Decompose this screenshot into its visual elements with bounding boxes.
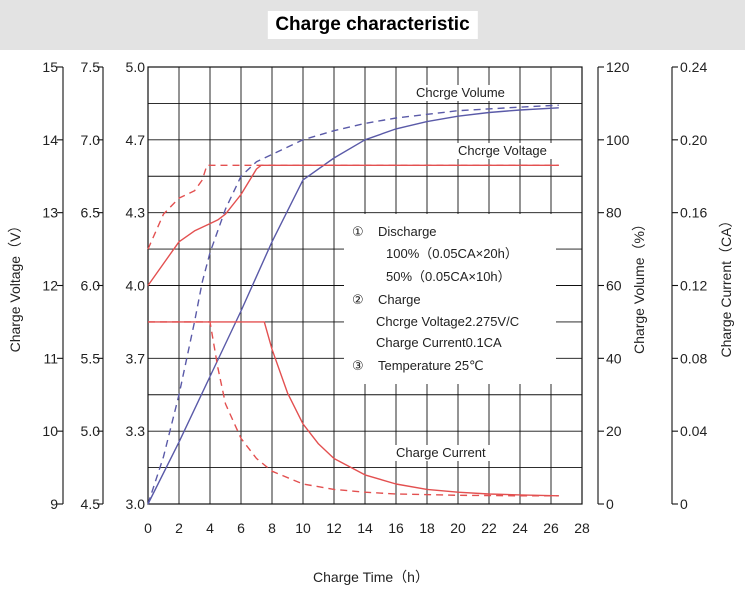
y-axis-2-tick-label: 6.0 xyxy=(81,278,101,294)
y-axis-5-tick-label: 0.20 xyxy=(680,132,707,148)
y-axis-2-tick-label: 4.5 xyxy=(81,496,101,512)
y-axis-2-tick-label: 7.0 xyxy=(81,132,101,148)
x-tick-label: 0 xyxy=(144,520,152,536)
curve-label-bg xyxy=(414,85,518,101)
series-6-line xyxy=(148,321,559,497)
y-axis-4-tick-label: 20 xyxy=(606,423,622,439)
y-axis-5-tick-label: 0.04 xyxy=(680,423,707,439)
series-5-line xyxy=(148,321,559,497)
curve-label: Charge Current xyxy=(396,445,486,460)
y-axis-1-tick-label: 15 xyxy=(42,59,58,75)
y-axis-4-tick-label: 80 xyxy=(606,205,622,221)
x-tick-label: 4 xyxy=(206,520,214,536)
y-axis-1-tick-label: 14 xyxy=(42,132,58,148)
x-tick-label: 18 xyxy=(419,520,435,536)
y-axis-3-tick-label: 5.0 xyxy=(126,59,146,75)
legend-line: Chcrge Voltage2.275V/C xyxy=(376,314,519,329)
curve-label-bg xyxy=(394,445,500,461)
legend-mark: ③ xyxy=(352,358,364,373)
y-axis-3-tick-label: 4.7 xyxy=(126,132,146,148)
y-axis-1-tick-label: 12 xyxy=(42,278,58,294)
legend-line: 100%（0.05CA×20h） xyxy=(386,246,518,261)
y-axis-3-tick-label: 3.0 xyxy=(126,496,146,512)
y-axis-1-tick-label: 10 xyxy=(42,423,58,439)
series-4-line xyxy=(147,164,559,250)
y-axis-5-tick-label: 0.12 xyxy=(680,278,707,294)
x-tick-label: 24 xyxy=(512,520,528,536)
curve-label: Chcrge Voltage xyxy=(458,143,547,158)
legend-line: Charge Current0.1CA xyxy=(376,335,502,350)
y-axis-4-tick-label: 120 xyxy=(606,59,630,75)
y-axis-4-tick-label: 100 xyxy=(606,132,630,148)
legend-line: Charge xyxy=(378,292,421,307)
series-1-line xyxy=(147,107,559,505)
y-axis-5-tick-label: 0.24 xyxy=(680,59,707,75)
x-tick-label: 16 xyxy=(388,520,404,536)
x-tick-label: 6 xyxy=(237,520,245,536)
y-axis-3-tick-label: 3.7 xyxy=(126,350,146,366)
y-axis-current-label: Charge Current（CA） xyxy=(718,214,734,358)
legend-mark: ① xyxy=(352,224,364,239)
y-axis-1-tick-label: 11 xyxy=(43,350,58,366)
y-axis-4-tick-label: 40 xyxy=(606,350,622,366)
y-axis-3-tick-label: 3.3 xyxy=(126,423,146,439)
y-axis-3-tick-label: 4.3 xyxy=(126,205,146,221)
x-tick-label: 20 xyxy=(450,520,466,536)
y-axis-5-tick-label: 0.16 xyxy=(680,205,707,221)
legend-line: 50%（0.05CA×10h） xyxy=(386,269,511,284)
x-tick-label: 12 xyxy=(326,520,342,536)
y-axis-1-tick-label: 13 xyxy=(42,205,58,221)
x-tick-label: 28 xyxy=(574,520,590,536)
y-axis-4-tick-label: 0 xyxy=(606,496,614,512)
legend-mark: ② xyxy=(352,292,364,307)
y-axis-voltage-label: Charge Voltage（V） xyxy=(7,219,23,353)
title-band: Charge characteristic xyxy=(0,0,745,50)
y-axis-3-tick-label: 4.0 xyxy=(126,278,146,294)
y-axis-5-tick-label: 0 xyxy=(680,496,688,512)
x-tick-label: 26 xyxy=(543,520,559,536)
x-tick-label: 14 xyxy=(357,520,373,536)
y-axis-2-tick-label: 5.0 xyxy=(81,423,101,439)
x-tick-label: 10 xyxy=(295,520,311,536)
y-axis-2-tick-label: 6.5 xyxy=(81,205,101,221)
y-axis-2-tick-label: 5.5 xyxy=(81,350,101,366)
x-tick-label: 2 xyxy=(175,520,183,536)
y-axis-2-tick-label: 7.5 xyxy=(81,59,101,75)
y-axis-5-tick-label: 0.08 xyxy=(680,350,707,366)
legend-line: Discharge xyxy=(378,224,437,239)
x-tick-label: 8 xyxy=(268,520,276,536)
curve-label: Chcrge Volume xyxy=(416,85,505,100)
legend-box-fill xyxy=(344,214,556,384)
y-axis-4-tick-label: 60 xyxy=(606,278,622,294)
x-tick-label: 22 xyxy=(481,520,497,536)
series-2-line xyxy=(147,104,559,505)
y-axis-1-tick-label: 9 xyxy=(50,496,58,512)
legend-line: Temperature 25℃ xyxy=(378,358,484,373)
curve-label-bg xyxy=(456,143,566,159)
y-axis-volume-label: Charge Volume（%） xyxy=(631,217,647,354)
x-axis-label: Charge Time（h） xyxy=(313,569,429,585)
series-3-line xyxy=(147,164,559,286)
chart-title: Charge characteristic xyxy=(267,11,478,39)
